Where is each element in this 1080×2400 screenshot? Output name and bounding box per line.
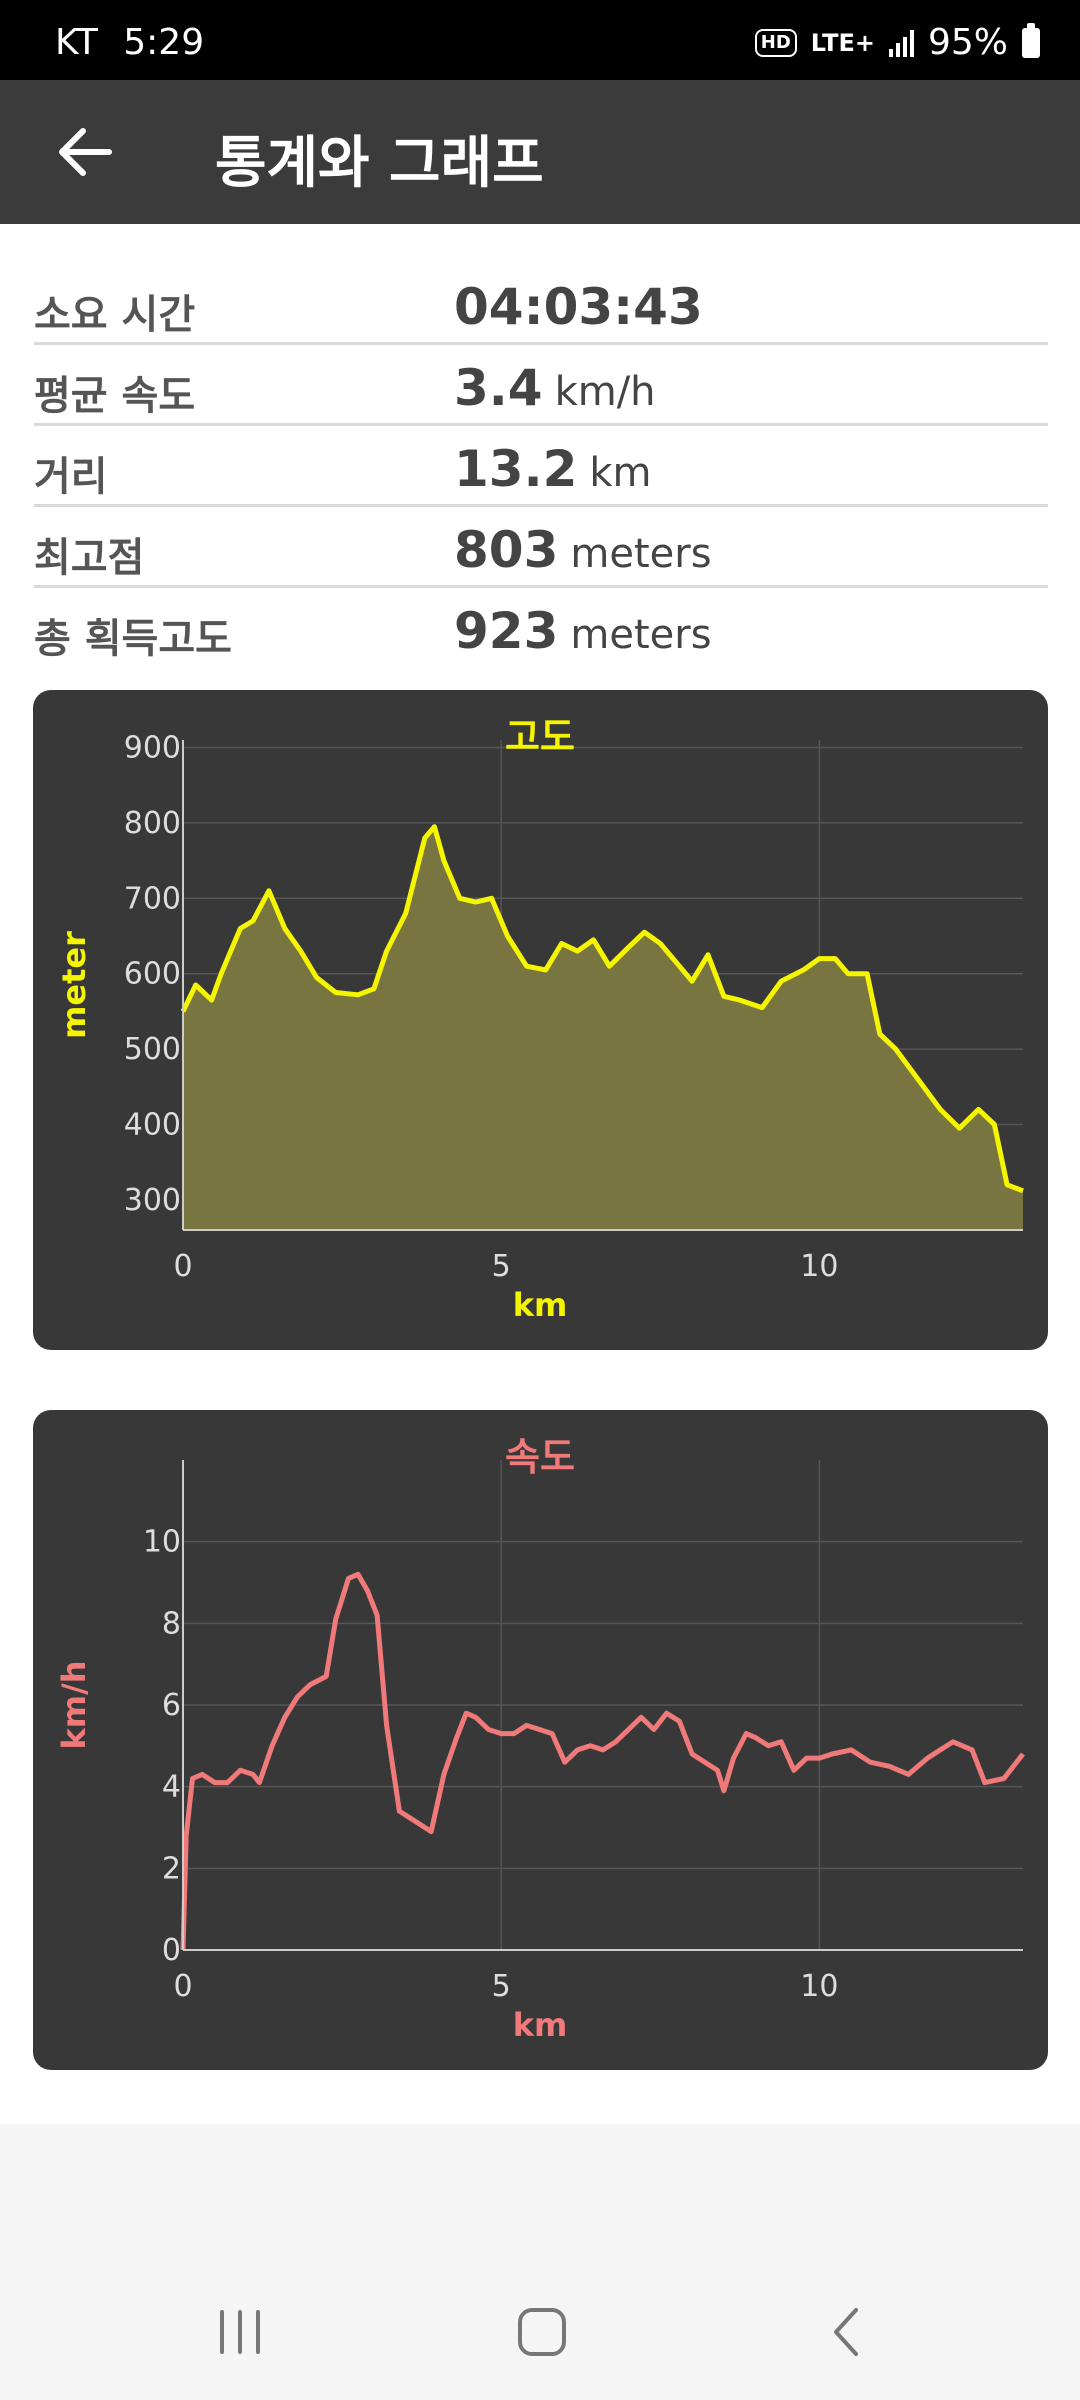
stat-row-total-ascent: 총 획득고도 923 meters xyxy=(34,588,1048,669)
y-tick-label: 8 xyxy=(162,1606,181,1641)
stat-label: 최고점 xyxy=(34,535,145,581)
stat-unit: km xyxy=(589,450,652,496)
hd-voice-icon: HD xyxy=(754,28,797,57)
recent-apps-button[interactable] xyxy=(180,2292,300,2372)
app-bar: 통계와 그래프 xyxy=(0,80,1080,224)
y-tick-label: 300 xyxy=(124,1183,181,1218)
lte-icon: LTE+ xyxy=(810,28,875,57)
stat-number: 04:03:43 xyxy=(454,278,703,336)
stat-label: 평균 속도 xyxy=(34,373,196,419)
page-title: 통계와 그래프 xyxy=(215,131,544,196)
stat-row-avg-speed: 평균 속도 3.4 km/h xyxy=(34,345,1048,426)
battery-icon xyxy=(1022,22,1040,58)
status-bar: KT 5:29 HD LTE+ 95% xyxy=(0,0,1080,80)
home-icon xyxy=(518,2308,566,2356)
y-axis-label: meter xyxy=(55,931,93,1039)
stat-value: 04:03:43 xyxy=(454,278,703,336)
chevron-left-icon xyxy=(834,2308,858,2356)
x-tick-label: 0 xyxy=(173,1969,192,2004)
y-tick-label: 900 xyxy=(124,731,181,766)
battery-percent: 95% xyxy=(927,22,1008,63)
chart-title: 속도 xyxy=(505,1435,575,1479)
elevation-chart-svg: 300 400 500 600 700 800 900 0 5 10 고도 km meter xyxy=(55,715,1024,1324)
stat-number: 803 xyxy=(454,521,559,579)
x-tick-label: 0 xyxy=(173,1249,192,1284)
area-fill xyxy=(183,826,1023,1230)
y-tick-label: 4 xyxy=(162,1770,181,1805)
chart-title: 고도 xyxy=(505,715,575,759)
y-tick-label: 6 xyxy=(162,1688,181,1723)
stat-label: 거리 xyxy=(34,454,108,500)
y-tick-label: 10 xyxy=(143,1525,181,1560)
stat-value: 803 meters xyxy=(454,521,712,579)
home-button[interactable] xyxy=(482,2292,602,2372)
speed-chart[interactable]: 0 2 4 6 8 10 0 5 10 속도 km km/h xyxy=(33,1410,1048,2070)
stat-number: 3.4 xyxy=(454,359,543,417)
y-tick-label: 800 xyxy=(124,806,181,841)
back-nav-button[interactable] xyxy=(786,2292,906,2372)
stat-row-max-elevation: 최고점 803 meters xyxy=(34,507,1048,588)
content-area: 소요 시간 04:03:43 평균 속도 3.4 km/h 거리 13.2 km 최… xyxy=(0,224,1080,2124)
speed-chart-svg: 0 2 4 6 8 10 0 5 10 속도 km km/h xyxy=(55,1435,1025,2044)
stat-value: 13.2 km xyxy=(454,440,652,498)
x-tick-label: 5 xyxy=(492,1969,511,2004)
y-tick-label: 600 xyxy=(124,957,181,992)
y-tick-label: 500 xyxy=(124,1032,181,1067)
y-tick-label: 400 xyxy=(124,1107,181,1142)
x-tick-label: 10 xyxy=(800,1969,838,2004)
stat-number: 13.2 xyxy=(454,440,578,498)
elevation-chart[interactable]: 300 400 500 600 700 800 900 0 5 10 고도 km meter xyxy=(33,690,1048,1350)
back-button[interactable] xyxy=(50,120,120,184)
y-tick-label: 700 xyxy=(124,881,181,916)
stat-label: 소요 시간 xyxy=(34,292,196,338)
x-tick-label: 10 xyxy=(800,1249,838,1284)
stat-value: 923 meters xyxy=(454,602,712,660)
series-line xyxy=(180,1571,1025,1951)
y-axis-label: km/h xyxy=(55,1660,93,1749)
stat-label: 총 획득고도 xyxy=(34,616,232,662)
stat-unit: km/h xyxy=(554,369,656,415)
stats-table: 소요 시간 04:03:43 평균 속도 3.4 km/h 거리 13.2 km 최… xyxy=(34,264,1048,669)
stat-unit: meters xyxy=(570,531,712,577)
recent-apps-icon xyxy=(220,2310,260,2354)
stat-number: 923 xyxy=(454,602,559,660)
series-line xyxy=(180,824,1024,1194)
clock: 5:29 xyxy=(123,22,205,63)
stat-row-distance: 거리 13.2 km xyxy=(34,426,1048,507)
y-tick-label: 2 xyxy=(162,1851,181,1886)
x-tick-label: 5 xyxy=(492,1249,511,1284)
stat-value: 3.4 km/h xyxy=(454,359,656,417)
system-nav-bar xyxy=(0,2256,1080,2400)
stat-row-duration: 소요 시간 04:03:43 xyxy=(34,264,1048,345)
carrier-label: KT xyxy=(55,22,98,63)
arrow-left-icon xyxy=(59,128,112,176)
stat-unit: meters xyxy=(570,612,712,658)
y-tick-label: 0 xyxy=(162,1933,181,1968)
signal-strength-icon xyxy=(888,29,914,57)
x-axis-label: km xyxy=(513,2006,568,2044)
x-axis-label: km xyxy=(513,1286,568,1324)
